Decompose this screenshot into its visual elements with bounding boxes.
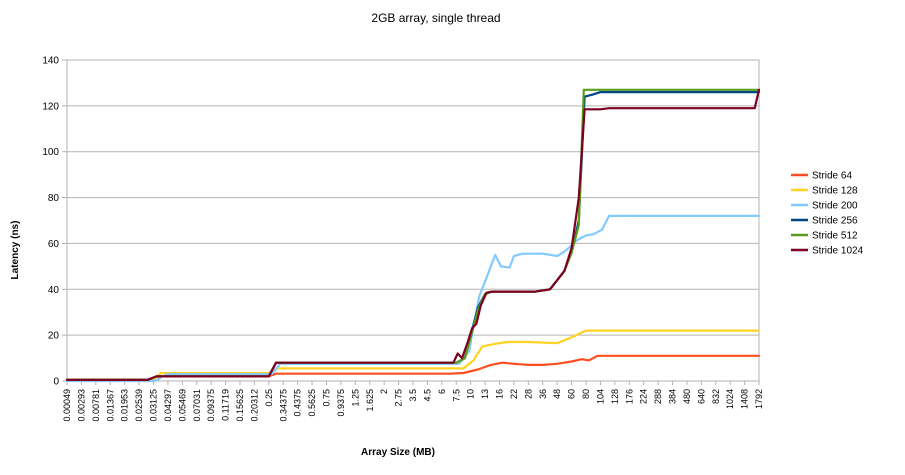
x-tick-label: 1408 (740, 389, 750, 409)
legend-label-5: Stride 1024 (812, 246, 864, 257)
x-tick-label: 4.5 (422, 389, 432, 402)
x-tick-label: 28 (523, 389, 533, 399)
x-tick-label: 2 (379, 389, 389, 394)
x-tick-label: 0.04297 (163, 389, 173, 422)
chart-title: 2GB array, single thread (371, 11, 500, 25)
y-axis: 0 20 40 60 80 100 120 140 (42, 56, 67, 388)
x-tick-label: 1792 (754, 389, 764, 409)
y-axis-label: Latency (ns) (10, 221, 21, 280)
x-tick-label: 10 (466, 389, 476, 399)
x-tick-label: 3.5 (408, 389, 418, 402)
x-tick-label: 0.07031 (192, 389, 202, 422)
y-tick-label: 120 (42, 101, 59, 112)
x-tick-label: 1024 (725, 389, 735, 409)
y-tick-label: 140 (42, 56, 59, 67)
x-tick-label: 16 (495, 389, 505, 399)
x-tick-label: 60 (567, 389, 577, 399)
x-tick-label: 0.9375 (336, 389, 346, 417)
x-tick-label: 0.75 (322, 389, 332, 407)
legend-label-4: Stride 512 (812, 231, 858, 242)
y-tick-label: 80 (48, 193, 60, 204)
x-tick-label: 22 (509, 389, 519, 399)
series-line-3 (65, 91, 761, 381)
series-line-5 (65, 88, 761, 381)
x-tick-label: 0.09375 (206, 389, 216, 422)
x-tick-label: 1.625 (365, 389, 375, 412)
x-tick-label: 104 (595, 389, 605, 404)
x-tick-label: 0.01953 (120, 389, 130, 422)
x-tick-label: 0.11719 (221, 389, 231, 421)
x-tick-label: 176 (624, 389, 634, 404)
grid-lines (66, 59, 760, 382)
x-tick-label: 0.03125 (149, 389, 159, 422)
x-tick-label: 80 (581, 389, 591, 399)
x-tick-label: 128 (610, 389, 620, 404)
x-tick-label: 0.20312 (249, 389, 259, 422)
x-tick-label: 48 (552, 389, 562, 399)
x-tick-label: 0.15625 (235, 389, 245, 422)
x-tick-label: 0.00049 (62, 389, 72, 422)
legend-label-1: Stride 128 (812, 186, 858, 197)
y-tick-label: 100 (42, 147, 59, 158)
y-tick-label: 0 (53, 377, 59, 388)
series-line-4 (65, 88, 761, 381)
x-tick-label: 0.02539 (134, 389, 144, 422)
y-tick-label: 60 (48, 239, 60, 250)
legend: Stride 64 Stride 128 Stride 200 Stride 256 S… (791, 171, 864, 257)
x-tick-label: 224 (639, 389, 649, 404)
y-tick-label: 20 (48, 331, 60, 342)
x-tick-label: 0.25 (264, 389, 274, 407)
x-tick-label: 0.05469 (177, 389, 187, 422)
legend-label-0: Stride 64 (812, 171, 852, 182)
x-axis-label: Array Size (MB) (361, 447, 435, 458)
x-tick-label: 0.34375 (278, 389, 288, 422)
x-tick-label: 0.4375 (293, 389, 303, 417)
x-tick-label: 6 (437, 389, 447, 394)
legend-label-2: Stride 200 (812, 201, 858, 212)
x-axis: 0.00049 0.00293 0.00781 0.01367 0.01953 0.025… (62, 380, 764, 422)
x-tick-label: 0.00781 (91, 389, 101, 422)
legend-label-3: Stride 256 (812, 216, 858, 227)
x-tick-label: 0.5625 (307, 389, 317, 417)
x-tick-label: 36 (538, 389, 548, 399)
x-tick-label: 0.01367 (105, 389, 115, 422)
x-tick-label: 480 (682, 389, 692, 404)
x-tick-label: 13 (480, 389, 490, 399)
x-tick-label: 384 (668, 389, 678, 404)
x-tick-label: 0.00293 (76, 389, 86, 422)
x-tick-label: 2.75 (394, 389, 404, 407)
y-tick-label: 40 (48, 285, 60, 296)
series-lines (65, 88, 761, 383)
x-tick-label: 640 (696, 389, 706, 404)
series-line-2 (65, 214, 761, 383)
x-tick-label: 7.5 (451, 389, 461, 402)
x-tick-label: 288 (653, 389, 663, 404)
x-tick-label: 832 (711, 389, 721, 404)
x-tick-label: 1.25 (350, 389, 360, 407)
